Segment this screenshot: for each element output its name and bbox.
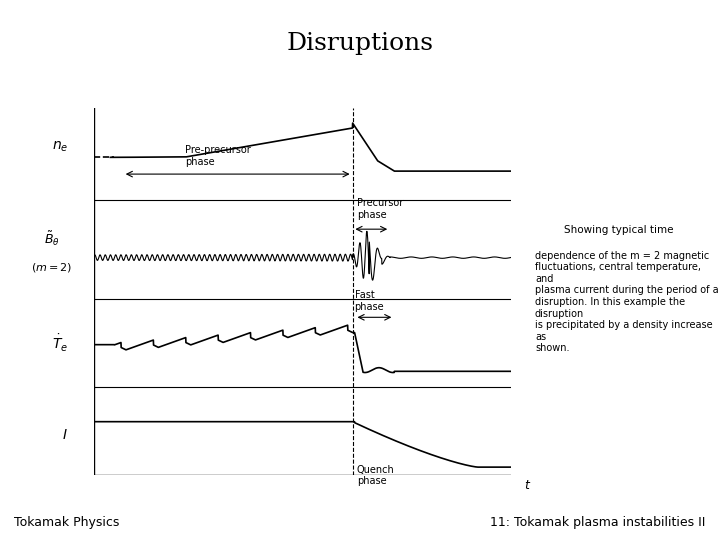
Text: Precursor
phase: Precursor phase: [356, 198, 403, 220]
Text: Disruptions: Disruptions: [287, 32, 433, 56]
Text: dependence of the m = 2 magnetic
fluctuations, central temperature, and
plasma c: dependence of the m = 2 magnetic fluctua…: [535, 251, 719, 353]
Text: $t$: $t$: [523, 479, 531, 492]
Text: $\dot{T}_e$: $\dot{T}_e$: [52, 333, 68, 354]
Text: Tokamak Physics: Tokamak Physics: [14, 516, 120, 529]
Text: Pre-precursor
phase: Pre-precursor phase: [186, 145, 251, 167]
Text: Quench
phase: Quench phase: [356, 464, 395, 486]
Text: Showing typical time: Showing typical time: [564, 225, 674, 235]
Text: $(m{=}2)$: $(m{=}2)$: [31, 261, 73, 274]
Text: 11: Tokamak plasma instabilities II: 11: Tokamak plasma instabilities II: [490, 516, 706, 529]
Text: $I$: $I$: [61, 428, 67, 442]
Text: Fast
phase: Fast phase: [355, 290, 384, 312]
Text: $n_e$: $n_e$: [52, 139, 68, 154]
Text: $\tilde{B}_\theta$: $\tilde{B}_\theta$: [44, 229, 60, 248]
